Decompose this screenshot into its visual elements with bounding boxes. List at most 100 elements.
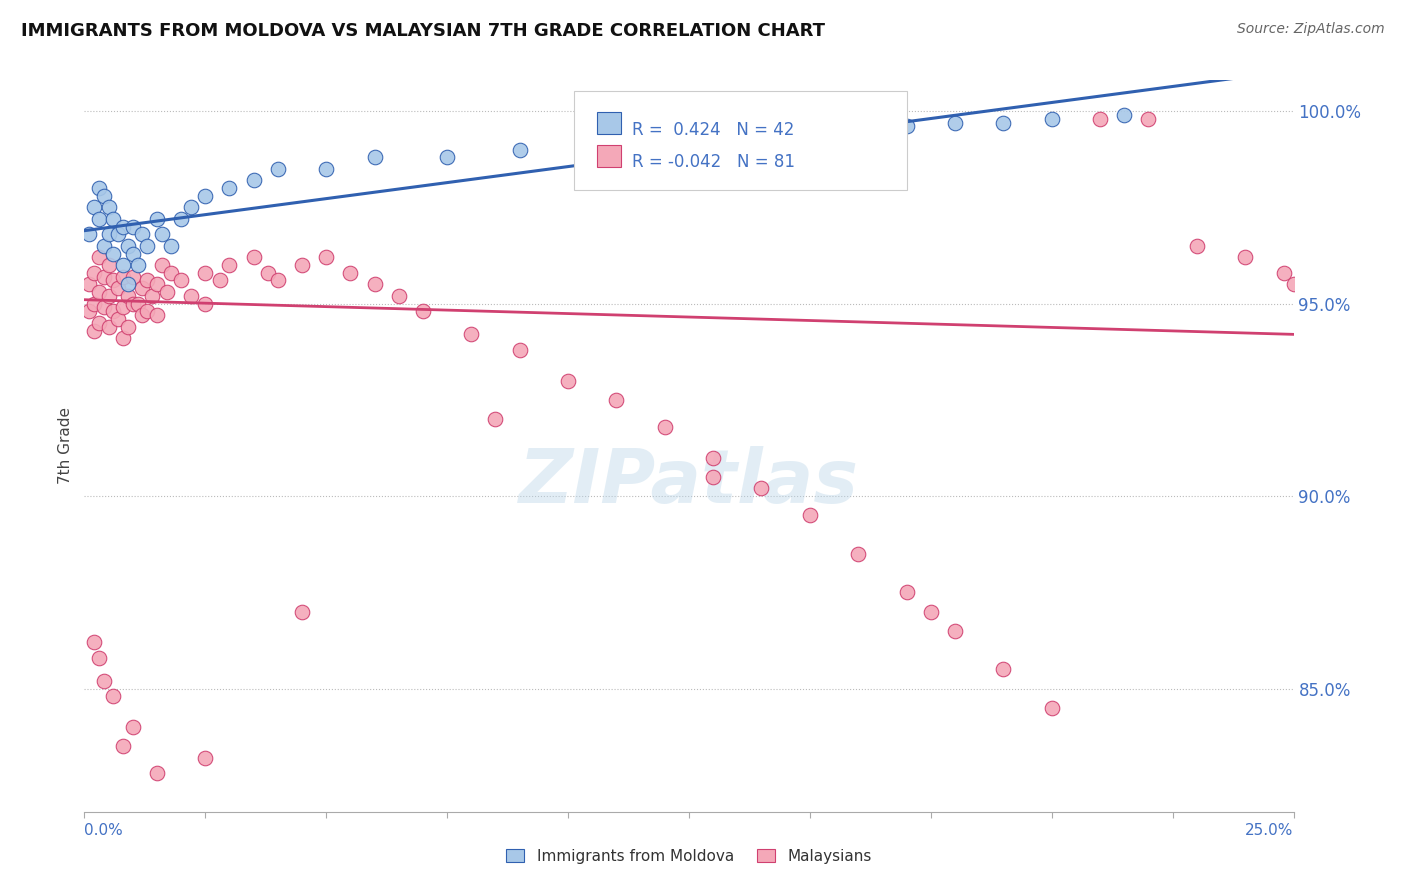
Point [194, 188, 217, 202]
Point [208, 273, 231, 287]
Point [146, 766, 169, 780]
Point [97, 258, 120, 272]
Y-axis label: 7th Grade: 7th Grade [58, 408, 73, 484]
Point [702, 450, 724, 465]
Point [363, 150, 385, 164]
Point [920, 605, 942, 619]
Point [103, 211, 125, 226]
Point [194, 751, 217, 765]
Point [131, 308, 153, 322]
Point [896, 120, 918, 134]
Text: IMMIGRANTS FROM MOLDOVA VS MALAYSIAN 7TH GRADE CORRELATION CHART: IMMIGRANTS FROM MOLDOVA VS MALAYSIAN 7TH… [21, 22, 825, 40]
Point [654, 419, 676, 434]
Point [180, 289, 202, 303]
Point [103, 273, 125, 287]
Point [799, 508, 821, 523]
Point [77, 277, 100, 292]
Point [103, 690, 125, 704]
Point [242, 251, 264, 265]
Point [112, 739, 135, 754]
Point [97, 319, 120, 334]
Point [131, 227, 153, 242]
Point [1185, 239, 1208, 253]
Text: 0.0%: 0.0% [84, 823, 124, 838]
Point [267, 161, 290, 176]
Point [103, 304, 125, 318]
Text: 25.0%: 25.0% [1246, 823, 1294, 838]
Point [112, 301, 135, 315]
Point [993, 662, 1015, 676]
Point [315, 161, 337, 176]
Point [77, 304, 100, 318]
Point [799, 123, 821, 137]
Point [117, 277, 139, 292]
Text: R = -0.042   N = 81: R = -0.042 N = 81 [633, 153, 796, 171]
Point [702, 470, 724, 484]
Legend: Immigrants from Moldova, Malaysians: Immigrants from Moldova, Malaysians [501, 843, 877, 870]
Point [97, 227, 120, 242]
Point [339, 266, 361, 280]
Point [180, 200, 202, 214]
Point [1234, 251, 1257, 265]
Text: ZIPatlas: ZIPatlas [519, 446, 859, 519]
Point [146, 211, 169, 226]
Point [257, 266, 280, 280]
Point [218, 181, 240, 195]
Point [127, 296, 149, 310]
Point [412, 304, 434, 318]
Point [1040, 700, 1063, 714]
Point [242, 173, 264, 187]
Point [150, 227, 173, 242]
Point [160, 239, 183, 253]
Point [363, 277, 385, 292]
Point [141, 289, 163, 303]
Point [557, 374, 579, 388]
Point [896, 585, 918, 599]
Point [194, 296, 217, 310]
Point [1088, 112, 1111, 126]
Point [150, 258, 173, 272]
Point [267, 273, 290, 287]
Point [291, 258, 314, 272]
Point [509, 343, 531, 357]
Point [117, 289, 139, 303]
Point [107, 227, 129, 242]
Point [112, 258, 135, 272]
Point [93, 269, 115, 284]
Point [460, 327, 482, 342]
Text: R =  0.424   N = 42: R = 0.424 N = 42 [633, 120, 794, 138]
Point [107, 312, 129, 326]
Point [484, 412, 506, 426]
Point [83, 266, 105, 280]
Point [170, 211, 193, 226]
Point [291, 605, 314, 619]
Point [993, 115, 1015, 129]
Point [93, 239, 115, 253]
Point [83, 635, 105, 649]
Point [97, 200, 120, 214]
Point [388, 289, 411, 303]
Point [509, 143, 531, 157]
Point [121, 246, 143, 260]
Point [943, 115, 966, 129]
Point [702, 131, 724, 145]
Point [136, 273, 159, 287]
Point [131, 281, 153, 295]
Point [112, 331, 135, 345]
Point [121, 720, 143, 734]
Point [112, 269, 135, 284]
Point [117, 239, 139, 253]
Point [218, 258, 240, 272]
Point [605, 392, 627, 407]
Point [97, 289, 120, 303]
Point [194, 266, 217, 280]
Point [83, 200, 105, 214]
Point [170, 273, 193, 287]
Point [605, 135, 627, 149]
Point [1272, 266, 1295, 280]
Point [943, 624, 966, 638]
Point [127, 258, 149, 272]
Point [160, 266, 183, 280]
Point [136, 239, 159, 253]
Point [155, 285, 177, 299]
